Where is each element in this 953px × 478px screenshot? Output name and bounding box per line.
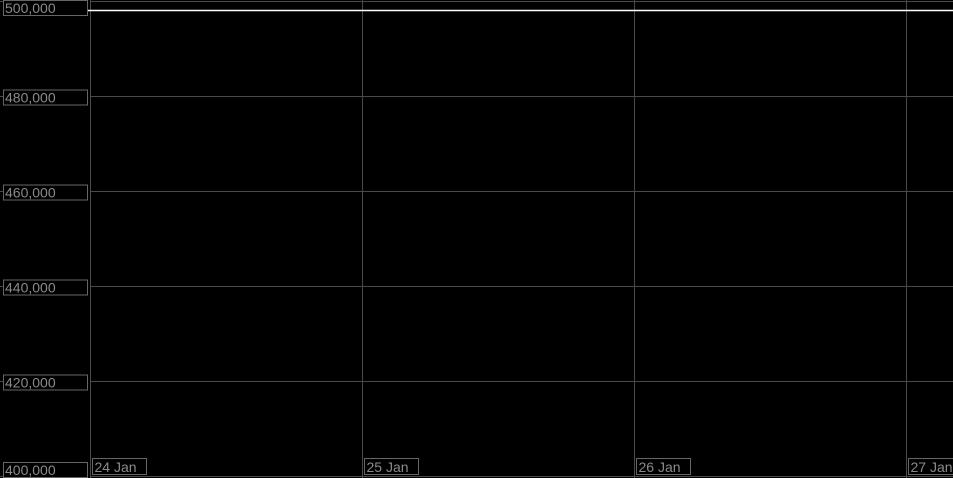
y-tick-label: 400,000 xyxy=(5,462,56,478)
y-label-box xyxy=(3,184,88,201)
x-label-box xyxy=(636,458,691,475)
x-tick-label: 27 Jan xyxy=(911,459,953,475)
x-label-box xyxy=(364,458,419,475)
x-label-box xyxy=(908,458,953,475)
y-label-box xyxy=(3,374,88,391)
y-tick-label: 460,000 xyxy=(5,185,56,201)
y-tick-label: 500,000 xyxy=(5,0,56,16)
x-tick-label: 24 Jan xyxy=(95,459,137,475)
y-label-box xyxy=(3,0,88,16)
y-label-box xyxy=(3,279,88,296)
y-tick-label: 440,000 xyxy=(5,280,56,296)
y-label-box xyxy=(3,89,88,106)
y-tick-label: 480,000 xyxy=(5,90,56,106)
x-tick-label: 26 Jan xyxy=(639,459,681,475)
y-tick-label: 420,000 xyxy=(5,375,56,391)
x-label-box xyxy=(92,458,147,475)
x-tick-label: 25 Jan xyxy=(367,459,409,475)
